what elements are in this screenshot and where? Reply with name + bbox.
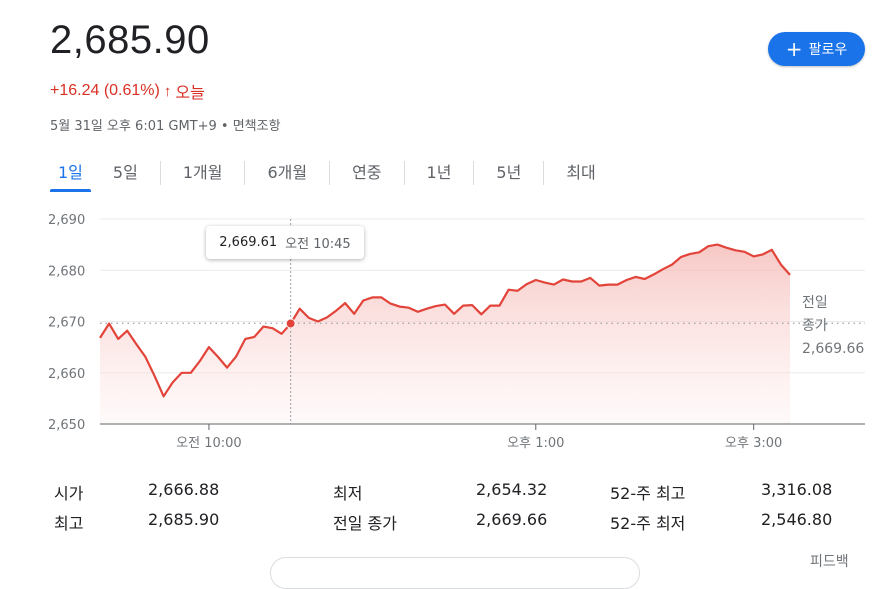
tab-divider <box>329 161 331 185</box>
x-tick-label: 오전 10:00 <box>176 436 242 451</box>
previous-close-line1: 전일 <box>802 295 828 311</box>
y-tick-label: 2,660 <box>48 367 85 382</box>
up-arrow-icon: ↑ <box>163 82 172 100</box>
tab-divider <box>473 161 475 185</box>
price-change: +16.24 (0.61%) ↑ 오늘 <box>50 79 205 103</box>
follow-label: 팔로우 <box>808 42 848 58</box>
tooltip-value: 2,669.61 <box>219 235 278 250</box>
stat-prev-close-label: 전일 종가 <box>333 514 397 533</box>
price-area <box>100 244 790 424</box>
hover-point[interactable] <box>285 318 296 329</box>
price-timestamp-disclaimer[interactable]: 5월 31일 오후 6:01 GMT+9 • 면책조항 <box>50 119 281 134</box>
tab-1m[interactable]: 1개월 <box>182 163 223 182</box>
tab-1d[interactable]: 1일 <box>50 158 91 192</box>
price-chart[interactable]: 2,690 2,680 2,670 2,660 2,650 오전 10:00 오후 1:00… <box>0 200 893 455</box>
tooltip-time: 오전 10:45 <box>285 237 351 252</box>
plus-icon: + <box>785 37 803 61</box>
tab-divider <box>244 161 246 185</box>
stat-52w-high-label: 52-주 최고 <box>610 484 686 503</box>
tab-divider <box>159 161 161 185</box>
tab-1y[interactable]: 1년 <box>426 163 452 182</box>
previous-close-line2: 종가 <box>802 318 828 334</box>
tab-5d[interactable]: 5일 <box>112 163 138 182</box>
x-tick-label: 오후 1:00 <box>507 436 564 451</box>
tab-divider <box>403 161 405 185</box>
tab-5y[interactable]: 5년 <box>496 163 522 182</box>
tab-ytd[interactable]: 연중 <box>352 163 382 182</box>
stat-open-value: 2,666.88 <box>148 480 220 499</box>
y-tick-label: 2,690 <box>48 213 85 228</box>
tab-divider <box>543 161 545 185</box>
y-tick-label: 2,680 <box>48 264 85 279</box>
current-price: 2,685.90 <box>50 18 210 62</box>
stat-low-value: 2,654.32 <box>476 480 548 499</box>
bottom-pill-button[interactable] <box>270 557 640 589</box>
stat-prev-close-value: 2,669.66 <box>476 510 548 529</box>
stat-52w-low-label: 52-주 최저 <box>610 514 686 533</box>
change-value: +16.24 (0.61%) <box>50 82 160 99</box>
previous-close-value: 2,669.66 <box>802 341 865 357</box>
change-period: 오늘 <box>175 85 205 102</box>
y-tick-label: 2,670 <box>48 316 85 331</box>
previous-close-label: 전일 종가 2,669.66 <box>802 292 864 361</box>
stat-52w-low-value: 2,546.80 <box>761 510 833 529</box>
price-line <box>99 243 791 398</box>
tab-max[interactable]: 최대 <box>566 163 596 182</box>
stat-high-value: 2,685.90 <box>148 510 220 529</box>
tab-6m[interactable]: 6개월 <box>267 163 308 182</box>
stat-open-label: 시가 <box>54 484 84 503</box>
y-tick-label: 2,650 <box>48 418 85 433</box>
stat-low-label: 최저 <box>333 484 363 503</box>
stat-high-label: 최고 <box>54 514 84 533</box>
stat-52w-high-value: 3,316.08 <box>761 480 833 499</box>
follow-button[interactable]: + 팔로우 <box>768 32 865 66</box>
feedback-link[interactable]: 피드백 <box>810 554 849 570</box>
time-range-tabs: 1일 5일 1개월 6개월 연중 1년 5년 최대 <box>50 156 618 192</box>
chart-tooltip: 2,669.61 오전 10:45 <box>206 226 364 259</box>
x-tick-label: 오후 3:00 <box>725 436 782 451</box>
